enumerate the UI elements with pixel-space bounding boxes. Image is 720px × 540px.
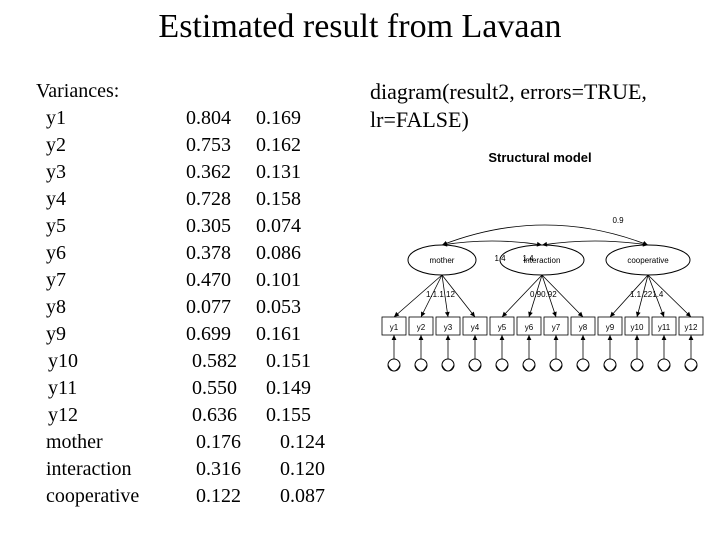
variance-name: cooperative — [36, 483, 178, 510]
variance-estimate: 0.728 — [186, 186, 256, 213]
variance-row: y120.6360.155 — [36, 402, 346, 429]
variance-se: 0.124 — [262, 429, 346, 456]
variance-estimate: 0.176 — [178, 429, 262, 456]
svg-text:y7: y7 — [552, 323, 561, 332]
variance-estimate: 0.550 — [188, 375, 262, 402]
svg-text:1.1.221.4: 1.1.221.4 — [630, 290, 664, 299]
variance-name: y8 — [36, 294, 186, 321]
variance-name: y4 — [36, 186, 186, 213]
svg-text:y8: y8 — [579, 323, 588, 332]
svg-text:y4: y4 — [471, 323, 480, 332]
plot-svg: 1.41.40.9motherinteractioncooperative1.1… — [370, 165, 710, 385]
variances-block: Variances: y10.8040.169y20.7530.162y30.3… — [36, 78, 346, 510]
variance-name: y11 — [36, 375, 188, 402]
code-line-1: diagram(result2, errors=TRUE, — [370, 79, 647, 104]
variance-name: y10 — [36, 348, 188, 375]
svg-text:cooperative: cooperative — [627, 256, 669, 265]
variance-estimate: 0.636 — [188, 402, 262, 429]
variance-row: mother0.1760.124 — [36, 429, 346, 456]
svg-text:y2: y2 — [417, 323, 426, 332]
variance-se: 0.169 — [256, 105, 326, 132]
variance-row: y70.4700.101 — [36, 267, 346, 294]
variance-row: y10.8040.169 — [36, 105, 346, 132]
svg-text:mother: mother — [430, 256, 455, 265]
variance-row: y80.0770.053 — [36, 294, 346, 321]
variance-name: y7 — [36, 267, 186, 294]
variance-se: 0.101 — [256, 267, 326, 294]
svg-text:interaction: interaction — [524, 256, 561, 265]
variance-se: 0.162 — [256, 132, 326, 159]
variance-row: y90.6990.161 — [36, 321, 346, 348]
variance-estimate: 0.316 — [178, 456, 262, 483]
svg-text:y1: y1 — [390, 323, 399, 332]
variance-row: y40.7280.158 — [36, 186, 346, 213]
code-call: diagram(result2, errors=TRUE, lr=FALSE) — [370, 78, 710, 133]
svg-text:y12: y12 — [685, 323, 698, 332]
variance-estimate: 0.122 — [178, 483, 262, 510]
variance-se: 0.074 — [256, 213, 326, 240]
structural-model-plot: Structural model 1.41.40.9motherinteract… — [370, 150, 710, 385]
variance-row: y50.3050.074 — [36, 213, 346, 240]
variance-estimate: 0.305 — [186, 213, 256, 240]
variance-name: y12 — [36, 402, 188, 429]
variance-name: y5 — [36, 213, 186, 240]
variance-se: 0.158 — [256, 186, 326, 213]
variance-name: y2 — [36, 132, 186, 159]
variance-se: 0.151 — [262, 348, 336, 375]
code-line-2: lr=FALSE) — [370, 107, 469, 132]
svg-text:y6: y6 — [525, 323, 534, 332]
variance-estimate: 0.582 — [188, 348, 262, 375]
variance-estimate: 0.804 — [186, 105, 256, 132]
variances-header: Variances: — [36, 78, 346, 105]
variance-row: interaction0.3160.120 — [36, 456, 346, 483]
variance-name: mother — [36, 429, 178, 456]
variance-name: y9 — [36, 321, 186, 348]
variance-estimate: 0.699 — [186, 321, 256, 348]
variance-se: 0.086 — [256, 240, 326, 267]
variance-estimate: 0.077 — [186, 294, 256, 321]
variance-se: 0.155 — [262, 402, 336, 429]
variance-se: 0.120 — [262, 456, 346, 483]
plot-title: Structural model — [370, 150, 710, 165]
svg-text:y10: y10 — [631, 323, 644, 332]
variance-name: y1 — [36, 105, 186, 132]
variance-estimate: 0.378 — [186, 240, 256, 267]
variance-se: 0.161 — [256, 321, 326, 348]
variance-name: y6 — [36, 240, 186, 267]
svg-text:y11: y11 — [658, 323, 671, 332]
variance-estimate: 0.362 — [186, 159, 256, 186]
svg-text:y5: y5 — [498, 323, 507, 332]
svg-text:y9: y9 — [606, 323, 615, 332]
variance-name: y3 — [36, 159, 186, 186]
variance-se: 0.149 — [262, 375, 336, 402]
variance-row: y100.5820.151 — [36, 348, 346, 375]
variance-se: 0.131 — [256, 159, 326, 186]
svg-text:0.9: 0.9 — [612, 216, 624, 225]
page-title: Estimated result from Lavaan — [0, 8, 720, 46]
variance-se: 0.053 — [256, 294, 326, 321]
variance-name: interaction — [36, 456, 178, 483]
variance-estimate: 0.753 — [186, 132, 256, 159]
svg-text:y3: y3 — [444, 323, 453, 332]
variance-estimate: 0.470 — [186, 267, 256, 294]
variance-row: y60.3780.086 — [36, 240, 346, 267]
svg-text:0.90.92: 0.90.92 — [530, 290, 557, 299]
variance-row: y20.7530.162 — [36, 132, 346, 159]
variance-se: 0.087 — [262, 483, 346, 510]
variance-row: y110.5500.149 — [36, 375, 346, 402]
variance-row: cooperative0.1220.087 — [36, 483, 346, 510]
variance-row: y30.3620.131 — [36, 159, 346, 186]
